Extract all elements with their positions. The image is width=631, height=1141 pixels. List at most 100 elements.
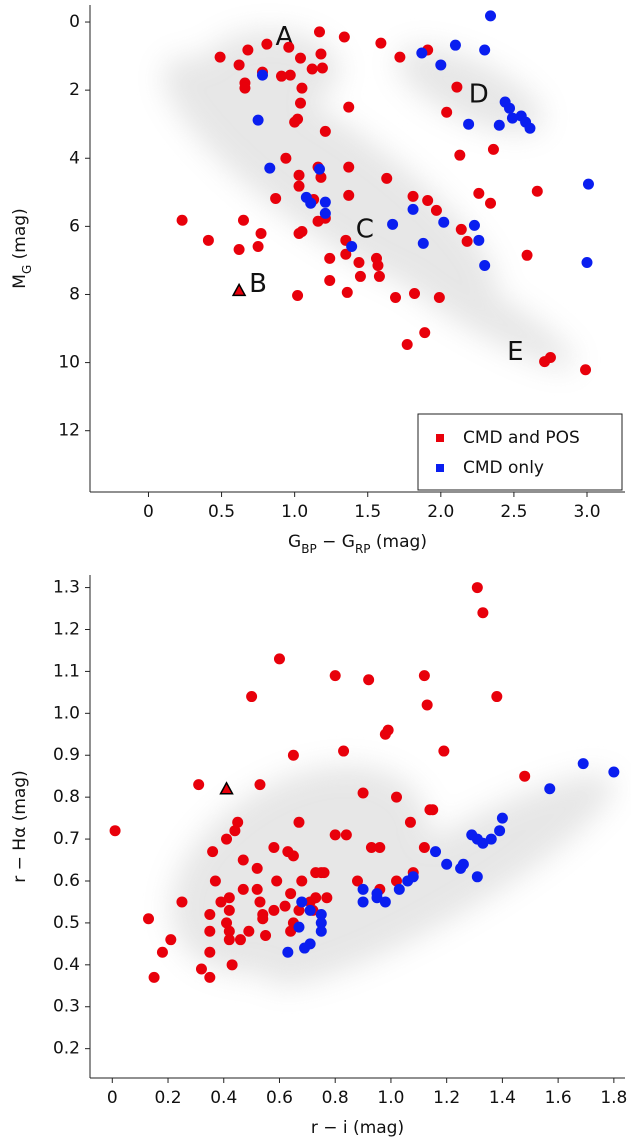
point	[239, 82, 251, 94]
y-tick-label: 0.9	[53, 745, 80, 765]
point	[193, 779, 205, 791]
point	[354, 270, 366, 282]
point	[209, 875, 221, 887]
point	[223, 892, 235, 904]
point	[485, 10, 497, 22]
point	[176, 896, 188, 908]
point	[234, 934, 246, 946]
point	[381, 172, 393, 184]
point	[491, 691, 503, 703]
point	[207, 846, 219, 858]
point	[223, 934, 235, 946]
point	[296, 225, 308, 237]
point	[315, 48, 327, 60]
y-tick-label: 0.8	[53, 787, 80, 807]
label-part: − G	[317, 532, 355, 552]
point	[255, 228, 267, 240]
point	[279, 900, 291, 912]
point	[305, 197, 317, 209]
label-part: (mag)	[371, 532, 427, 552]
point	[372, 260, 384, 272]
y-tick-label: 4	[69, 148, 80, 168]
point	[455, 862, 467, 874]
annotation: C	[356, 214, 374, 244]
point	[204, 925, 216, 937]
point	[343, 161, 355, 173]
point	[260, 929, 272, 941]
x-axis-label: GBP − GRP (mag)	[288, 532, 427, 556]
point	[273, 653, 285, 665]
y-tick-label: 0.7	[53, 829, 80, 849]
point	[310, 867, 322, 879]
x-tick-label: 1.0	[377, 1088, 404, 1108]
y-tick-label: 0.4	[53, 955, 80, 975]
label-part: G	[288, 532, 301, 552]
point	[254, 779, 266, 791]
point	[365, 841, 377, 853]
point	[343, 101, 355, 113]
point	[468, 219, 480, 231]
point	[418, 841, 430, 853]
point	[340, 248, 352, 260]
point	[580, 364, 592, 376]
point	[221, 917, 233, 929]
point	[285, 888, 297, 900]
point	[165, 934, 177, 946]
point	[285, 925, 297, 937]
point	[343, 189, 355, 201]
x-tick-label: 0.5	[208, 502, 235, 522]
point	[387, 218, 399, 230]
point	[287, 850, 299, 862]
point	[292, 289, 304, 301]
point	[379, 896, 391, 908]
point	[289, 116, 301, 128]
point	[506, 112, 518, 124]
point	[246, 691, 258, 703]
point	[233, 59, 245, 71]
point	[252, 240, 264, 252]
point	[204, 909, 216, 921]
x-tick-label: 2.0	[427, 502, 454, 522]
point	[287, 749, 299, 761]
point	[409, 287, 421, 299]
point	[251, 862, 263, 874]
x-tick-label: 0	[107, 1088, 118, 1108]
point	[202, 234, 214, 246]
point	[284, 69, 296, 81]
point	[496, 812, 508, 824]
point	[306, 63, 318, 75]
point	[454, 149, 466, 161]
point	[352, 875, 363, 887]
point	[340, 829, 352, 841]
point	[441, 858, 453, 870]
point	[237, 883, 249, 895]
legend-box	[417, 413, 623, 491]
legend-label: CMD and POS	[463, 428, 580, 448]
y-tick-label: 2	[69, 80, 80, 100]
point	[373, 270, 385, 282]
point	[357, 787, 369, 799]
x-tick-label: 0.2	[154, 1088, 181, 1108]
y-tick-label: 0.5	[53, 913, 80, 933]
point	[401, 339, 413, 351]
point	[293, 921, 305, 933]
point	[341, 286, 353, 298]
point	[270, 192, 282, 204]
point	[304, 896, 316, 908]
point	[544, 783, 556, 795]
point	[494, 825, 506, 837]
point	[313, 163, 325, 175]
point	[319, 207, 331, 219]
y-axis-label: r − Hα (mag)	[10, 770, 30, 882]
x-tick-label: 0.4	[210, 1088, 237, 1108]
y-tick-label: 1.0	[53, 703, 80, 723]
point	[346, 240, 358, 252]
point	[521, 249, 533, 261]
x-tick-label: 0	[143, 502, 154, 522]
point	[229, 825, 241, 837]
y-tick-label: 12	[58, 421, 80, 441]
point	[455, 223, 467, 235]
x-tick-label: 0.6	[266, 1088, 293, 1108]
point	[504, 102, 516, 114]
point	[471, 833, 483, 845]
